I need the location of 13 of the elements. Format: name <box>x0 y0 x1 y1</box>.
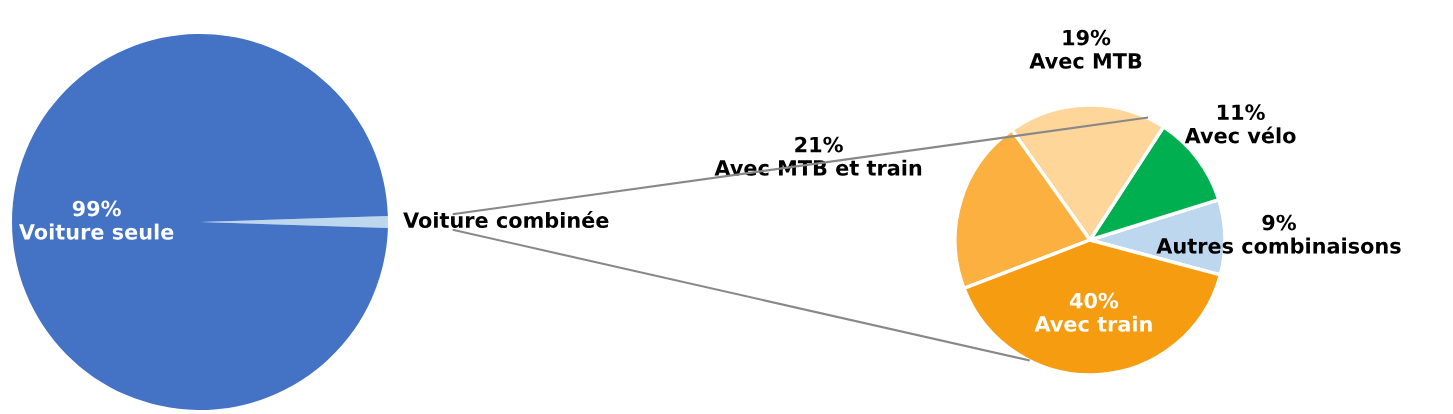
pie-slice <box>12 34 388 410</box>
data-label: 99% <box>72 200 121 217</box>
slice-label: Avec MTB <box>1029 53 1142 69</box>
slice-label: Voiture combinée <box>403 211 609 229</box>
slice-label: Avec vélo <box>1184 126 1296 144</box>
slice-label: Autres combinaisons <box>1156 237 1401 254</box>
data-label: 9% <box>1262 214 1296 231</box>
data-label: 21% <box>795 136 843 153</box>
data-label: 11% <box>1217 104 1265 121</box>
data-label: 40% <box>1069 292 1119 309</box>
data-label: 19% <box>1063 29 1111 46</box>
slice-label: Voiture seule <box>18 223 174 240</box>
slice-label: Avec train <box>1034 315 1152 332</box>
